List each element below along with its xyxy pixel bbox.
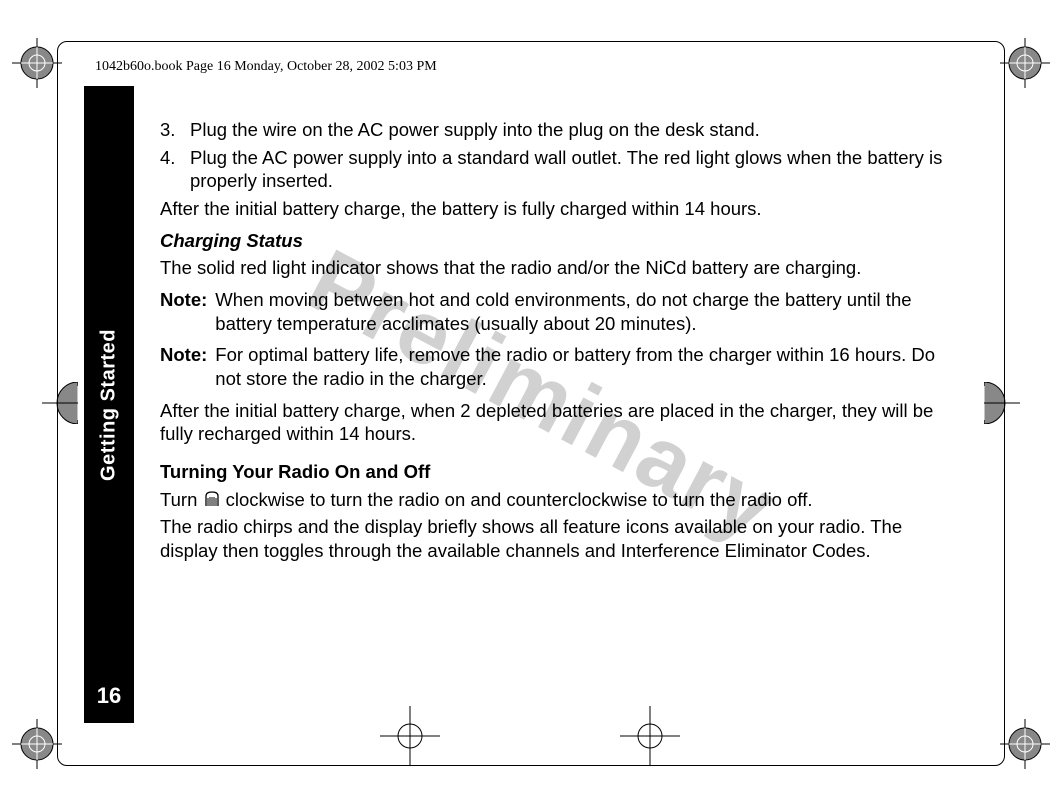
registration-mark-icon xyxy=(12,719,62,769)
list-body: Plug the AC power supply into a standard… xyxy=(190,146,962,193)
note-body: For optimal battery life, remove the rad… xyxy=(215,343,962,390)
text-fragment: clockwise to turn the radio on and count… xyxy=(221,489,813,510)
paragraph: After the initial battery charge, the ba… xyxy=(160,197,962,221)
paragraph-turn-knob: Turn clockwise to turn the radio on and … xyxy=(160,488,962,512)
knob-icon xyxy=(203,490,221,508)
page-number: 16 xyxy=(84,683,134,709)
note-label: Note: xyxy=(160,288,215,335)
note-block: Note: When moving between hot and cold e… xyxy=(160,288,962,335)
registration-mark-icon xyxy=(1000,38,1050,88)
list-item: 3. Plug the wire on the AC power supply … xyxy=(160,118,962,142)
registration-mark-icon xyxy=(12,38,62,88)
sidebar: Getting Started 16 xyxy=(84,86,134,723)
paragraph: The solid red light indicator shows that… xyxy=(160,256,962,280)
body-content: 3. Plug the wire on the AC power supply … xyxy=(160,118,962,567)
text-fragment: Turn xyxy=(160,489,203,510)
list-body: Plug the wire on the AC power supply int… xyxy=(190,118,962,142)
subheading-turning-on-off: Turning Your Radio On and Off xyxy=(160,460,962,484)
list-number: 4. xyxy=(160,146,190,193)
list-number: 3. xyxy=(160,118,190,142)
note-label: Note: xyxy=(160,343,215,390)
note-body: When moving between hot and cold environ… xyxy=(215,288,962,335)
paragraph: After the initial battery charge, when 2… xyxy=(160,399,962,446)
registration-mark-icon xyxy=(1000,719,1050,769)
list-item: 4. Plug the AC power supply into a stand… xyxy=(160,146,962,193)
paragraph: The radio chirps and the display briefly… xyxy=(160,515,962,562)
note-block: Note: For optimal battery life, remove t… xyxy=(160,343,962,390)
header-meta-text: 1042b60o.book Page 16 Monday, October 28… xyxy=(95,59,437,75)
section-title: Getting Started xyxy=(98,329,121,481)
subheading-charging-status: Charging Status xyxy=(160,229,962,253)
